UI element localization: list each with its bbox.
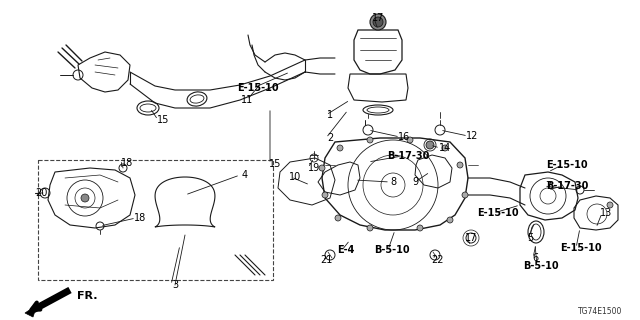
Circle shape (442, 145, 448, 151)
Circle shape (319, 165, 325, 171)
Text: 8: 8 (390, 177, 396, 187)
Text: 18: 18 (134, 213, 146, 223)
Text: 14: 14 (439, 143, 451, 153)
Text: E-15-10: E-15-10 (237, 83, 279, 93)
Text: E-15-10: E-15-10 (477, 208, 519, 218)
Circle shape (337, 145, 343, 151)
Text: 16: 16 (398, 132, 410, 142)
Circle shape (457, 162, 463, 168)
Polygon shape (25, 305, 37, 317)
Text: 5: 5 (527, 233, 533, 243)
Text: B-17-30: B-17-30 (387, 151, 429, 161)
Text: 3: 3 (172, 280, 178, 290)
Text: 6: 6 (532, 253, 538, 263)
Text: 15: 15 (269, 159, 281, 169)
Circle shape (335, 215, 341, 221)
Circle shape (322, 192, 328, 198)
Text: E-4: E-4 (337, 245, 355, 255)
Circle shape (370, 14, 386, 30)
Text: 9: 9 (412, 177, 418, 187)
Text: 22: 22 (431, 255, 444, 265)
Text: 18: 18 (121, 158, 133, 168)
Text: 1: 1 (327, 110, 333, 120)
Text: 11: 11 (241, 95, 253, 105)
Text: 20: 20 (35, 188, 47, 198)
Text: 12: 12 (466, 131, 478, 141)
Text: B-5-10: B-5-10 (374, 245, 410, 255)
Circle shape (367, 137, 373, 143)
Text: E-15-10: E-15-10 (546, 160, 588, 170)
Text: 19: 19 (308, 163, 320, 173)
Text: 2: 2 (327, 133, 333, 143)
Bar (38, 160, 273, 280)
Text: 21: 21 (320, 255, 332, 265)
Circle shape (373, 17, 383, 27)
Circle shape (407, 137, 413, 143)
Text: 13: 13 (600, 208, 612, 218)
Circle shape (81, 194, 89, 202)
Text: B-17-30: B-17-30 (546, 181, 588, 191)
Circle shape (367, 225, 373, 231)
Text: 10: 10 (289, 172, 301, 182)
Text: 4: 4 (242, 170, 248, 180)
Circle shape (426, 141, 434, 149)
Text: E-15-10: E-15-10 (560, 243, 602, 253)
Text: TG74E1500: TG74E1500 (578, 308, 622, 316)
Circle shape (447, 217, 453, 223)
Circle shape (607, 202, 613, 208)
Text: B-5-10: B-5-10 (523, 261, 559, 271)
Text: 7: 7 (545, 181, 551, 191)
Circle shape (462, 192, 468, 198)
Text: 17: 17 (465, 233, 477, 243)
Circle shape (417, 225, 423, 231)
Text: 17: 17 (372, 13, 384, 23)
Text: 15: 15 (157, 115, 169, 125)
Text: FR.: FR. (77, 291, 97, 301)
